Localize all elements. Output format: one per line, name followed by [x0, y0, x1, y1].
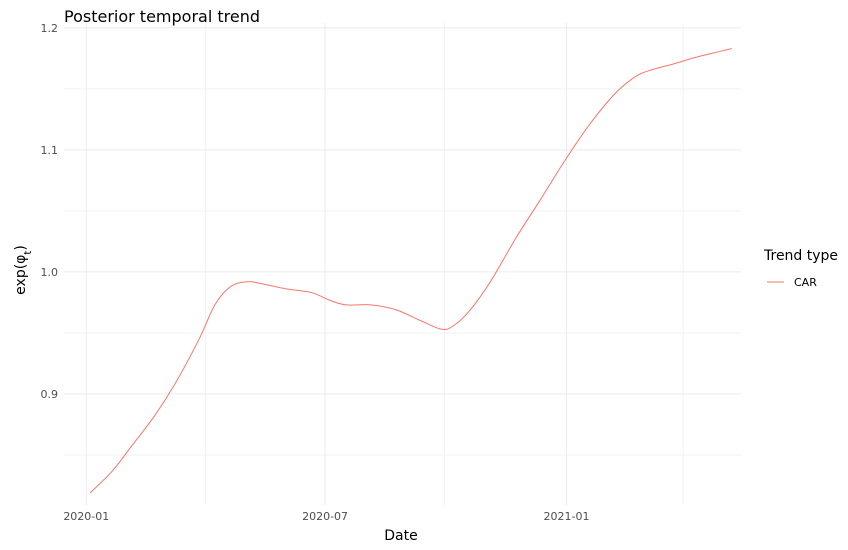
grid — [64, 23, 741, 505]
y-tick-label: 0.9 — [41, 388, 59, 401]
x-axis-title: Date — [384, 528, 417, 544]
x-tick-label: 2020-01 — [63, 510, 109, 523]
y-tick-label: 1.1 — [41, 144, 59, 157]
y-axis-title-subscript: t — [23, 251, 34, 255]
y-tick-label: 1.0 — [41, 266, 59, 279]
y-axis-title-prefix: exp( — [13, 264, 29, 295]
series-layer — [89, 48, 732, 494]
x-tick-label: 2020-07 — [302, 510, 348, 523]
legend-label: CAR — [794, 276, 817, 289]
x-axis-ticks: 2020-01 2020-07 2021-01 — [63, 510, 589, 523]
y-axis-title-symbol: φ — [13, 255, 29, 264]
y-axis-title: exp(φt) — [13, 245, 34, 295]
legend: Trend type CAR — [763, 248, 838, 289]
x-tick-label: 2021-01 — [544, 510, 590, 523]
legend-title: Trend type — [763, 248, 838, 264]
y-axis-ticks: 0.9 1.0 1.1 1.2 — [41, 22, 59, 401]
chart-title: Posterior temporal trend — [64, 7, 260, 26]
legend-items: CAR — [767, 276, 817, 289]
series-line-car — [89, 48, 732, 494]
y-tick-label: 1.2 — [41, 22, 59, 35]
y-axis-title-suffix: ) — [13, 245, 29, 250]
